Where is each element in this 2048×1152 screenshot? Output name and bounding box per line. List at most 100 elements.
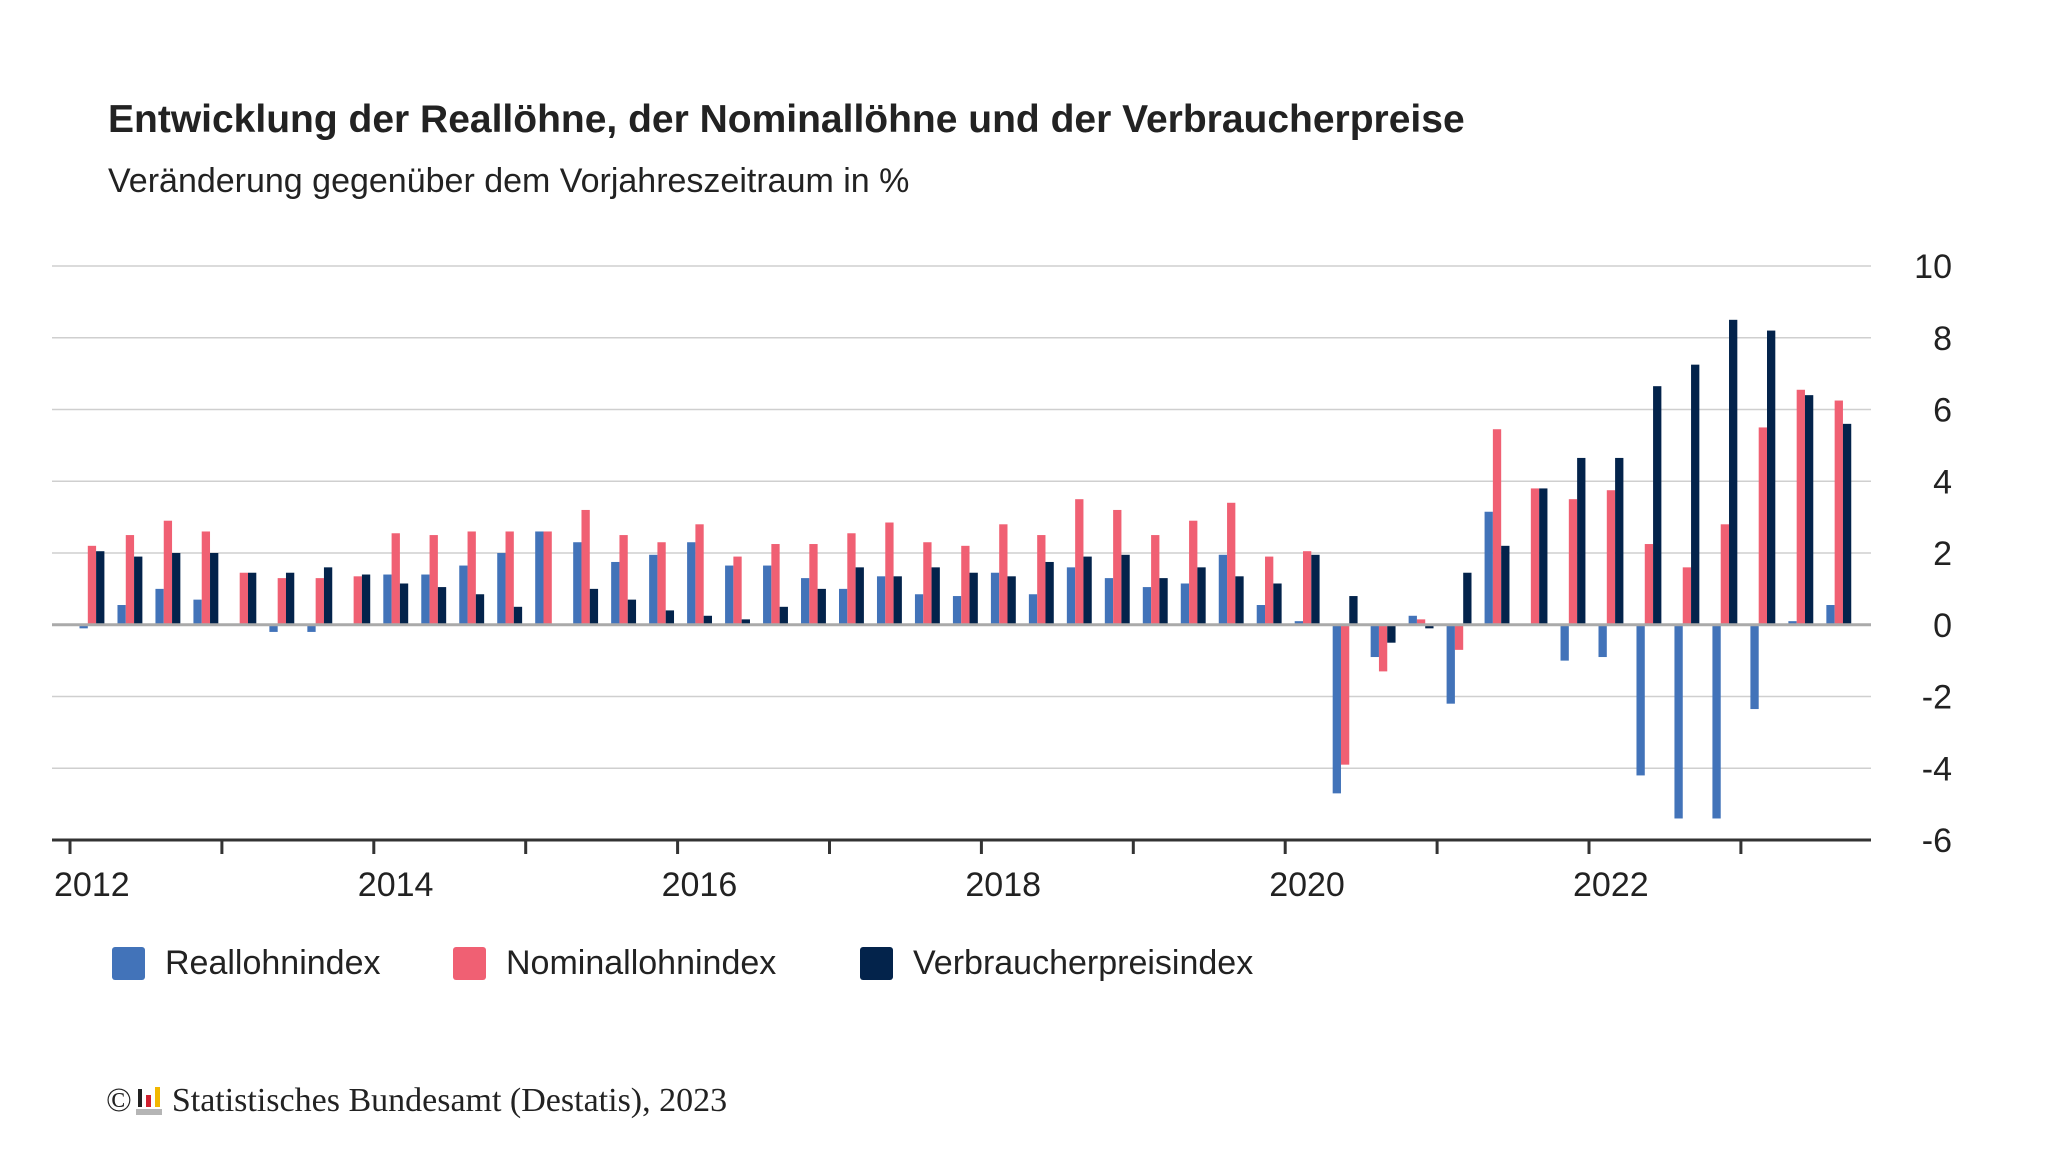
bar-nominal <box>1151 535 1160 625</box>
bar-real <box>117 605 126 625</box>
legend-swatch-real <box>112 947 145 980</box>
bar-real <box>383 574 392 625</box>
bar-nominal <box>1492 429 1502 625</box>
bar-nominal <box>315 578 324 625</box>
source-text: Statistisches Bundesamt (Destatis), 2023 <box>171 1082 728 1119</box>
x-tick-label: 2016 <box>662 866 738 904</box>
y-tick-label: 2 <box>1933 535 1952 573</box>
bar-real <box>269 624 278 632</box>
bar-cpi <box>817 588 826 625</box>
bar-real <box>687 542 696 625</box>
bar-cpi <box>96 551 105 625</box>
bar-nominal <box>581 509 590 625</box>
bar-real <box>1826 605 1835 625</box>
chart-subtitle: Veränderung gegenüber dem Vorjahreszeitr… <box>108 162 910 200</box>
bar-nominal <box>809 544 818 625</box>
bar-cpi <box>1767 330 1776 625</box>
bar-nominal <box>353 576 362 625</box>
bar-cpi <box>665 610 675 625</box>
bar-nominal <box>657 542 666 625</box>
bar-real <box>1788 621 1797 625</box>
bar-nominal <box>467 531 476 625</box>
bar-nominal <box>1189 520 1198 625</box>
bar-real <box>1750 624 1759 710</box>
bar-cpi <box>1197 567 1206 625</box>
bar-nominal <box>923 542 932 625</box>
bar-cpi <box>134 556 143 625</box>
bar-real <box>1256 605 1266 625</box>
bar-cpi <box>893 576 902 625</box>
y-tick-label: 4 <box>1933 463 1952 501</box>
bar-real <box>952 596 962 625</box>
bar-cpi <box>1842 423 1852 625</box>
bar-cpi <box>1691 364 1700 625</box>
bar-nominal <box>1265 556 1274 625</box>
y-tick-label: -4 <box>1922 750 1952 788</box>
legend-item-real[interactable]: Reallohnindex <box>112 944 381 983</box>
bar-real <box>421 574 430 625</box>
bar-cpi <box>475 594 485 625</box>
bar-real <box>497 553 506 625</box>
bar-nominal <box>87 545 97 625</box>
bar-real <box>1674 624 1683 819</box>
x-tick-label: 2012 <box>54 866 130 904</box>
bar-real <box>1484 511 1493 625</box>
bar-nominal <box>1834 400 1843 625</box>
legend-label-nominal: Nominallohnindex <box>506 944 777 982</box>
bar-cpi <box>1463 572 1472 625</box>
bar-nominal <box>1796 389 1805 625</box>
bar-nominal <box>429 535 438 625</box>
bar-nominal <box>961 545 970 625</box>
bar-real <box>801 578 810 625</box>
bar-real <box>1066 567 1076 625</box>
bar-cpi <box>1653 386 1662 625</box>
bar-real <box>725 565 734 625</box>
bar-nominal <box>619 535 628 625</box>
y-tick-label: 8 <box>1933 320 1952 358</box>
bar-cpi <box>741 619 750 625</box>
y-tick-label: -6 <box>1922 822 1952 860</box>
legend-item-cpi[interactable]: Verbraucherpreisindex <box>860 944 1253 983</box>
bar-real <box>763 565 772 625</box>
legend-swatch-cpi <box>860 947 893 980</box>
bar-nominal <box>1378 624 1388 672</box>
bar-real <box>1370 624 1379 658</box>
bar-cpi <box>627 599 637 625</box>
bar-cpi <box>1121 554 1130 625</box>
bar-cpi <box>323 567 333 625</box>
bar-cpi <box>1007 576 1016 625</box>
bar-nominal <box>543 531 552 625</box>
bar-real <box>649 554 658 625</box>
bar-cpi <box>779 606 788 625</box>
bar-real <box>990 572 1000 625</box>
legend-item-nominal[interactable]: Nominallohnindex <box>453 944 776 983</box>
bar-cpi <box>1539 488 1548 625</box>
y-tick-label: 0 <box>1933 607 1952 645</box>
bar-real <box>1104 578 1114 625</box>
bar-cpi <box>1501 545 1510 625</box>
y-tick-label: -2 <box>1922 679 1952 717</box>
bar-real <box>1294 621 1303 625</box>
bar-nominal <box>695 524 704 625</box>
bar-nominal <box>1303 551 1312 625</box>
bar-cpi <box>1425 624 1434 629</box>
y-tick-label: 6 <box>1933 392 1952 430</box>
bar-cpi <box>172 553 181 625</box>
gridlines <box>52 265 1871 769</box>
bar-nominal <box>1758 427 1767 625</box>
bar-nominal <box>1113 509 1122 625</box>
bar-real <box>1712 624 1721 819</box>
bar-nominal <box>1720 524 1730 625</box>
bar-nominal <box>505 531 514 625</box>
bar-real <box>79 624 88 629</box>
bar-nominal <box>1568 499 1578 625</box>
bar-nominal <box>1454 624 1464 650</box>
bar-nominal <box>733 556 742 625</box>
bar-cpi <box>1159 578 1168 625</box>
bar-cpi <box>1045 561 1054 625</box>
bar-cpi <box>1311 554 1320 625</box>
bar-real <box>876 576 886 625</box>
y-tick-label: 10 <box>1914 248 1952 286</box>
bar-real <box>1028 594 1038 625</box>
bar-cpi <box>1804 395 1814 625</box>
